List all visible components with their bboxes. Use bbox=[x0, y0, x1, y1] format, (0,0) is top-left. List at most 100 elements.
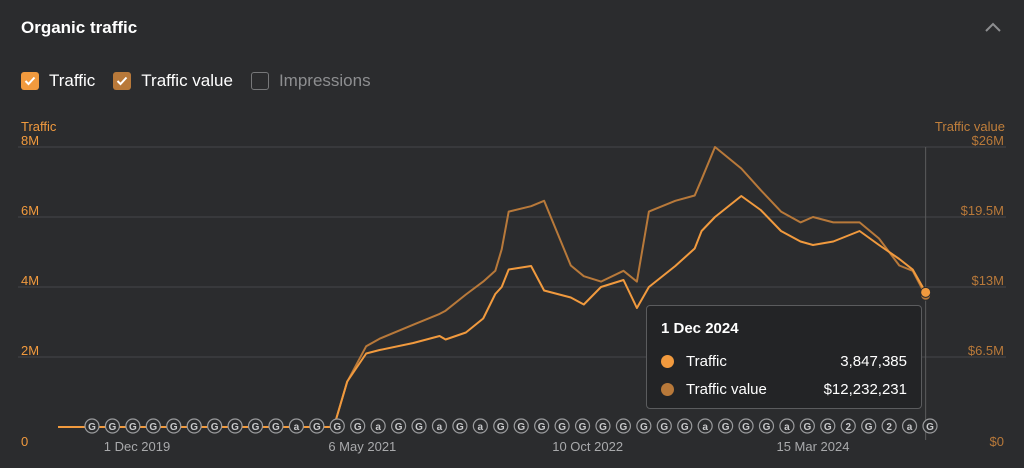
checkbox-checked-icon[interactable] bbox=[21, 72, 39, 90]
annotation-marker-icon bbox=[615, 418, 632, 434]
tooltip-series-name: Traffic value bbox=[686, 380, 767, 398]
x-tick-label: 10 Oct 2022 bbox=[552, 439, 623, 454]
annotation-marker-label: G bbox=[333, 422, 341, 433]
annotation-marker-label: a bbox=[294, 422, 300, 433]
chevron-up-icon[interactable] bbox=[984, 20, 1002, 34]
annotation-marker-icon bbox=[370, 418, 386, 434]
annotation-marker-icon bbox=[799, 418, 815, 434]
annotation-marker-icon bbox=[329, 418, 345, 434]
left-tick-label: 0 bbox=[21, 434, 28, 449]
annotation-marker-icon bbox=[472, 418, 488, 434]
annotation-marker-icon bbox=[697, 418, 713, 434]
annotation-marker-icon bbox=[534, 418, 550, 434]
tooltip-row-traffic: Traffic 3,847,385 bbox=[661, 347, 907, 375]
traffic-dot-icon bbox=[661, 354, 674, 368]
left-tick-label: 2M bbox=[21, 343, 39, 358]
annotation-marker-icon bbox=[922, 418, 938, 434]
toggle-label: Traffic bbox=[49, 71, 96, 90]
annotation-marker-label: 2 bbox=[886, 422, 892, 433]
annotation-marker-label: a bbox=[375, 422, 381, 433]
annotation-marker-label: G bbox=[415, 422, 423, 433]
annotation-marker-icon bbox=[125, 418, 141, 434]
annotation-marker-icon bbox=[840, 418, 856, 434]
toggle-label: Impressions bbox=[278, 71, 371, 90]
annotation-marker-label: G bbox=[354, 422, 362, 433]
annotation-marker-label: G bbox=[109, 422, 117, 433]
annotation-marker-icon bbox=[718, 418, 734, 434]
annotation-marker-icon bbox=[411, 418, 427, 434]
annotation-marker-icon bbox=[309, 418, 325, 434]
annotation-marker-label: G bbox=[722, 422, 730, 433]
annotation-marker-label: G bbox=[497, 422, 505, 433]
annotation-marker-icon bbox=[431, 418, 448, 434]
annotation-marker-icon bbox=[636, 418, 652, 434]
annotation-marker-label: G bbox=[149, 422, 157, 433]
right-tick-label: $13M bbox=[971, 273, 1004, 288]
chart-tooltip: 1 Dec 2024 Traffic 3,847,385 Traffic val… bbox=[646, 305, 922, 409]
left-tick-label: 4M bbox=[21, 273, 39, 288]
annotation-marker-label: G bbox=[517, 422, 525, 433]
annotation-marker-label: G bbox=[865, 422, 873, 433]
annotation-marker-icon bbox=[166, 418, 182, 434]
widget-title: Organic traffic bbox=[21, 18, 138, 37]
annotation-marker-label: G bbox=[926, 422, 934, 433]
annotation-marker-label: G bbox=[681, 422, 689, 433]
checkbox-unchecked-icon[interactable] bbox=[250, 72, 269, 90]
annotation-marker-icon bbox=[84, 418, 100, 434]
annotation-marker-icon bbox=[779, 418, 795, 434]
annotation-marker-icon bbox=[145, 418, 161, 434]
annotation-marker-label: a bbox=[784, 422, 790, 433]
annotation-marker-icon bbox=[247, 418, 264, 434]
annotation-marker-icon bbox=[758, 418, 775, 434]
annotation-marker-icon bbox=[452, 418, 468, 434]
tooltip-series-value: $12,232,231 bbox=[823, 380, 907, 398]
annotation-marker-icon bbox=[881, 418, 897, 434]
checkbox-checked-icon[interactable] bbox=[113, 72, 132, 90]
annotation-marker-label: G bbox=[579, 422, 587, 433]
annotation-marker-label: G bbox=[640, 422, 648, 433]
annotation-marker-label: G bbox=[88, 422, 96, 433]
annotation-marker-icon bbox=[574, 418, 591, 434]
tooltip-series-name: Traffic bbox=[686, 352, 727, 370]
annotation-marker-label: G bbox=[620, 422, 628, 433]
annotation-marker-label: a bbox=[478, 422, 484, 433]
series-toggles: Traffic Traffic value Impressions bbox=[21, 71, 371, 91]
annotation-marker-icon bbox=[350, 418, 366, 434]
right-axis-title: Traffic value bbox=[934, 119, 1005, 134]
annotation-marker-label: G bbox=[538, 422, 546, 433]
traffic-line bbox=[58, 195, 927, 428]
annotation-marker-label: G bbox=[824, 422, 832, 433]
toggle-traffic-value[interactable]: Traffic value bbox=[113, 71, 233, 91]
annotation-marker-icon bbox=[738, 418, 754, 434]
annotation-marker-label: G bbox=[252, 422, 260, 433]
annotation-marker-icon bbox=[268, 418, 284, 434]
toggle-impressions[interactable]: Impressions bbox=[250, 71, 371, 91]
left-tick-label: 6M bbox=[21, 203, 39, 218]
annotation-marker-label: G bbox=[170, 422, 178, 433]
annotation-marker-icon bbox=[656, 418, 672, 434]
annotation-marker-label: G bbox=[599, 422, 607, 433]
right-tick-label: $6.5M bbox=[968, 343, 1004, 358]
annotation-marker-label: G bbox=[742, 422, 750, 433]
annotation-marker-label: 2 bbox=[845, 422, 851, 433]
annotation-marker-icon bbox=[493, 418, 509, 434]
annotation-marker-label: G bbox=[272, 422, 280, 433]
annotation-marker-icon bbox=[104, 418, 121, 434]
tooltip-date: 1 Dec 2024 bbox=[661, 320, 739, 337]
annotation-marker-icon bbox=[901, 418, 918, 434]
right-tick-label: $26M bbox=[971, 133, 1004, 148]
annotation-marker-icon bbox=[227, 418, 243, 434]
annotation-marker-icon bbox=[820, 418, 836, 434]
annotation-marker-label: G bbox=[231, 422, 239, 433]
toggle-label: Traffic value bbox=[141, 71, 233, 90]
traffic-value-line bbox=[58, 146, 927, 428]
annotation-marker-icon bbox=[595, 418, 611, 434]
toggle-traffic[interactable]: Traffic bbox=[21, 71, 95, 91]
annotation-marker-icon bbox=[513, 418, 529, 434]
right-tick-label: $0 bbox=[990, 434, 1004, 449]
annotation-marker-label: G bbox=[190, 422, 198, 433]
traffic-value-dot-icon bbox=[661, 382, 674, 396]
annotation-marker-label: G bbox=[660, 422, 668, 433]
annotation-marker-label: G bbox=[211, 422, 219, 433]
